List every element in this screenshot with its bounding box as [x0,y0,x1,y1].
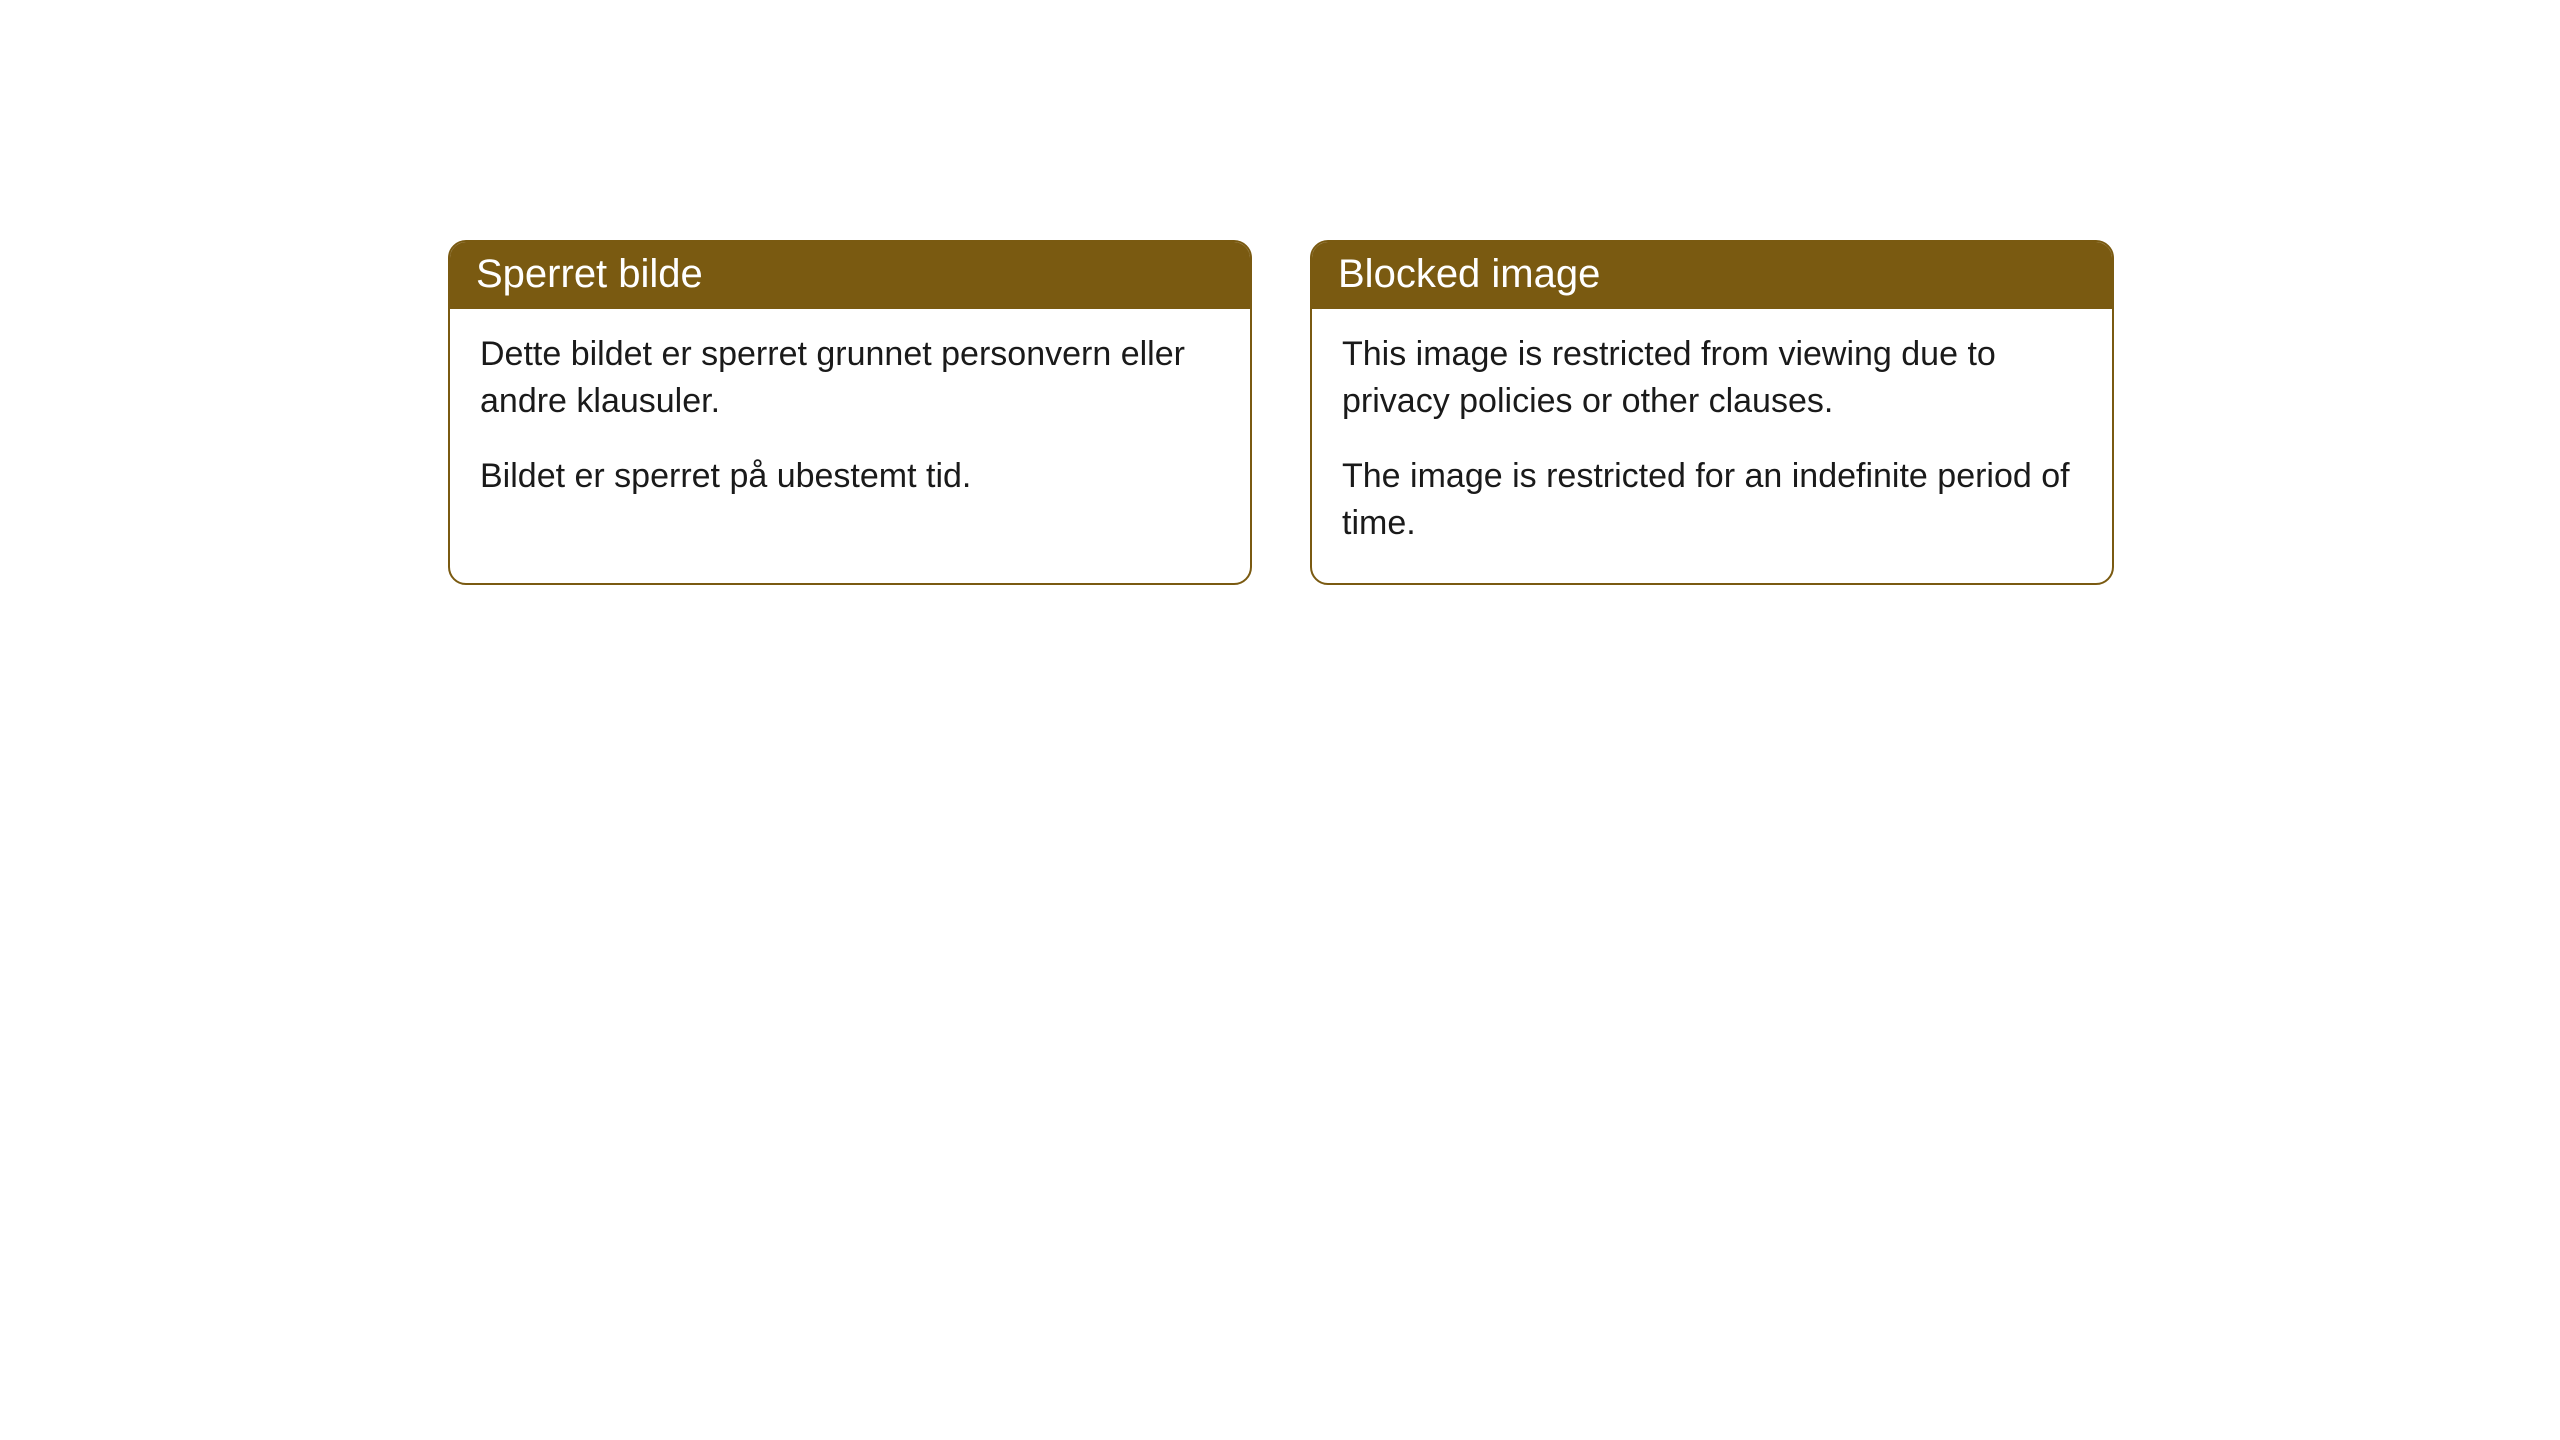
card-paragraph: Bildet er sperret på ubestemt tid. [480,453,1220,500]
card-body: Dette bildet er sperret grunnet personve… [450,309,1250,536]
card-paragraph: This image is restricted from viewing du… [1342,331,2082,425]
card-header: Sperret bilde [450,242,1250,309]
card-title: Blocked image [1338,252,1600,296]
card-header: Blocked image [1312,242,2112,309]
blocked-image-card-english: Blocked image This image is restricted f… [1310,240,2114,585]
notice-cards-container: Sperret bilde Dette bildet er sperret gr… [0,0,2560,585]
card-title: Sperret bilde [476,252,703,296]
blocked-image-card-norwegian: Sperret bilde Dette bildet er sperret gr… [448,240,1252,585]
card-paragraph: The image is restricted for an indefinit… [1342,453,2082,547]
card-body: This image is restricted from viewing du… [1312,309,2112,583]
card-paragraph: Dette bildet er sperret grunnet personve… [480,331,1220,425]
